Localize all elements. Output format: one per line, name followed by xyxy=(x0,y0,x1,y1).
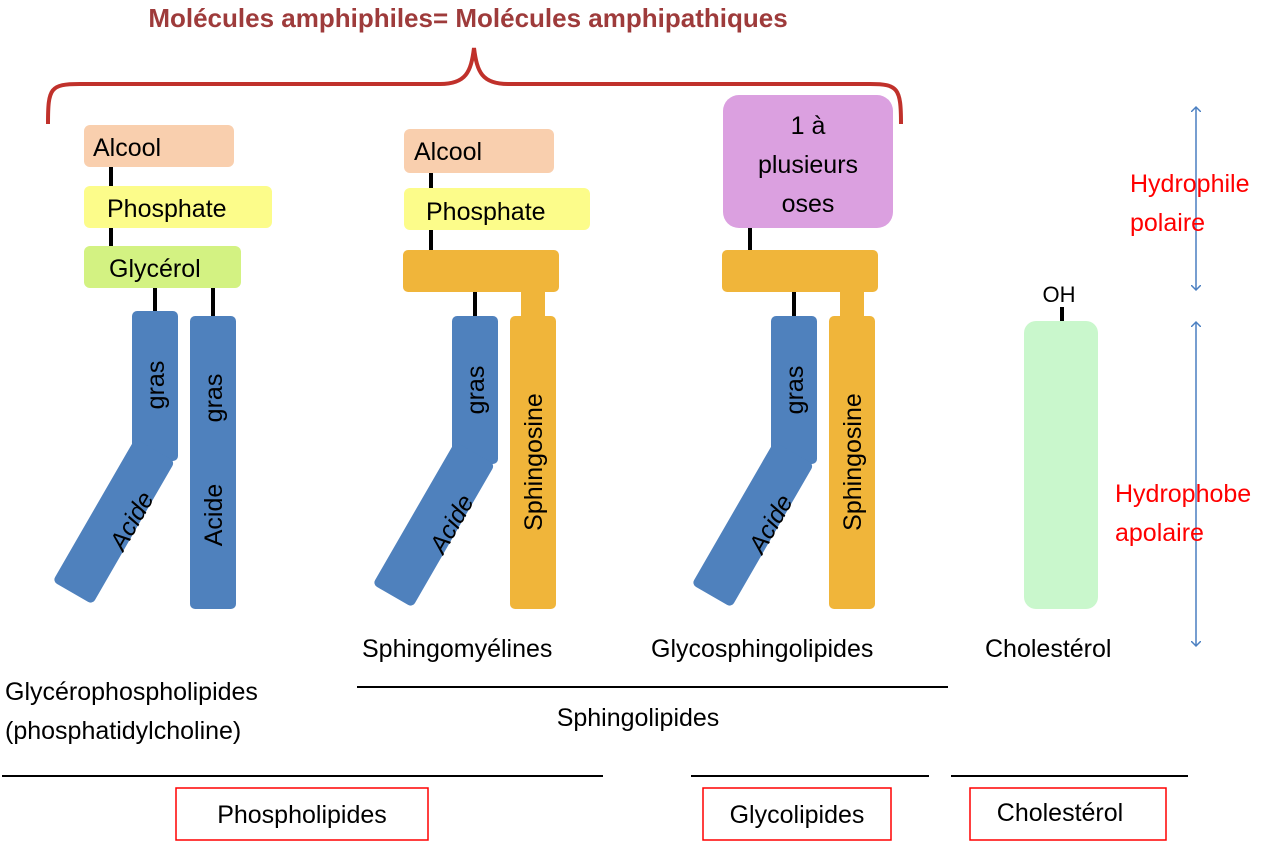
glycerol-label: Glycérol xyxy=(109,255,201,283)
gras-label: gras xyxy=(781,366,809,415)
alcool-block xyxy=(84,125,234,167)
glycerophospholipides-subname: (phosphatidylcholine) xyxy=(5,717,241,745)
fatty-acid-upper xyxy=(771,316,817,464)
gras-label: gras xyxy=(462,366,490,415)
sphingosine-neck xyxy=(840,290,864,320)
fatty-acid-lower xyxy=(374,443,494,606)
polaire-label: polaire xyxy=(1130,209,1205,237)
glycerophospholipid-molecule: Alcool Phosphate Glycérol gras Acide gra… xyxy=(54,125,272,609)
cholesterol-ring-block xyxy=(1024,321,1098,609)
oses-block xyxy=(723,95,893,228)
sphingolipides-label: Sphingolipides xyxy=(557,704,720,732)
alcool-label: Alcool xyxy=(414,138,482,166)
phosphate-label: Phosphate xyxy=(107,195,227,223)
cholesterol-molecule: OH xyxy=(1024,282,1098,609)
glycerol-block xyxy=(84,246,241,288)
oses-label-line2: plusieurs xyxy=(758,151,858,179)
fatty-acid-lower xyxy=(693,443,813,606)
fatty-acid-straight xyxy=(190,316,236,609)
phosphate-label: Phosphate xyxy=(426,198,546,226)
apolaire-label: apolaire xyxy=(1115,519,1204,547)
sphingosine-label: Sphingosine xyxy=(839,393,867,531)
sphingosine-neck xyxy=(521,290,545,320)
cholesterol-box xyxy=(969,787,1167,841)
sphingosine-head xyxy=(403,250,559,292)
phosphate-block xyxy=(404,188,590,230)
gras-label: gras xyxy=(200,374,228,423)
sphingosine-chain xyxy=(510,316,556,609)
glycosphingolipid-molecule: 1 à plusieurs oses Sphingosine gras Acid… xyxy=(693,95,893,609)
fatty-acid-lower xyxy=(54,440,174,603)
gras-label: gras xyxy=(142,361,170,410)
sphingosine-head xyxy=(722,250,878,292)
cholesterol-category-label: Cholestérol xyxy=(997,799,1123,827)
phospholipides-label: Phospholipides xyxy=(217,801,387,829)
sphingosine-chain xyxy=(829,316,875,609)
alcool-label: Alcool xyxy=(93,134,161,162)
glycosphingolipides-name: Glycosphingolipides xyxy=(651,635,873,663)
phospholipides-box xyxy=(175,787,429,841)
phosphate-block xyxy=(84,186,272,228)
oh-label: OH xyxy=(1043,282,1076,307)
fatty-acid-upper xyxy=(132,311,178,461)
acide-label: Acide xyxy=(200,484,228,547)
brace xyxy=(46,47,903,125)
fatty-acid-upper xyxy=(452,316,498,464)
glycerophospholipides-name: Glycérophospholipides xyxy=(5,678,258,706)
glycolipides-label: Glycolipides xyxy=(730,801,865,829)
glycolipides-box xyxy=(702,787,892,841)
sphingomyelines-name: Sphingomyélines xyxy=(362,635,552,663)
diagram-title: Molécules amphiphiles= Molécules amphipa… xyxy=(148,3,787,33)
alcool-block xyxy=(404,129,554,173)
sphingomyeline-molecule: Alcool Phosphate Sphingosine gras Acide xyxy=(374,129,590,609)
hydrophobe-label: Hydrophobe xyxy=(1115,480,1251,508)
oses-label-line3: oses xyxy=(782,190,835,218)
oses-label-line1: 1 à xyxy=(791,112,826,140)
sphingosine-label: Sphingosine xyxy=(520,393,548,531)
hydrophile-label: Hydrophile xyxy=(1130,170,1250,198)
cholesterol-name: Cholestérol xyxy=(985,635,1111,663)
